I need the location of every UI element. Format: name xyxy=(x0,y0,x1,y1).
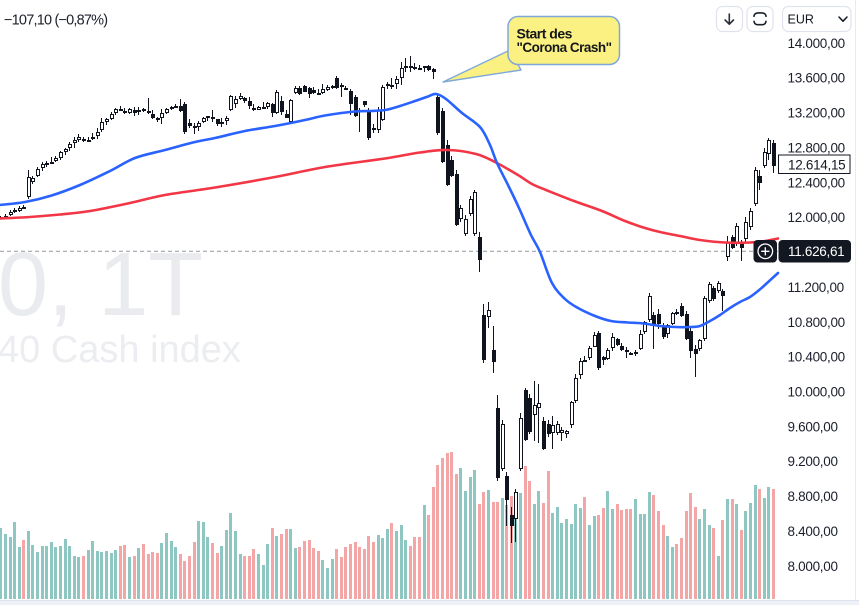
svg-text:9.200,00: 9.200,00 xyxy=(788,454,838,469)
svg-text:12.400,00: 12.400,00 xyxy=(788,175,845,190)
svg-text:40 Cash index: 40 Cash index xyxy=(0,329,241,371)
svg-text:12.000,00: 12.000,00 xyxy=(788,210,845,225)
svg-text:8.800,00: 8.800,00 xyxy=(788,489,838,504)
svg-text:13.200,00: 13.200,00 xyxy=(788,106,845,121)
svg-text:"Corona Crash": "Corona Crash" xyxy=(517,40,612,55)
svg-text:8.000,00: 8.000,00 xyxy=(788,559,838,574)
svg-text:10.800,00: 10.800,00 xyxy=(788,315,845,330)
svg-text:11.200,00: 11.200,00 xyxy=(788,280,844,295)
svg-text:Start des: Start des xyxy=(517,25,573,41)
svg-text:8.400,00: 8.400,00 xyxy=(788,524,838,539)
svg-text:13.600,00: 13.600,00 xyxy=(788,71,845,86)
svg-text:14.000,00: 14.000,00 xyxy=(788,36,845,51)
svg-text:40, 1T: 40, 1T xyxy=(0,235,203,335)
svg-text:12.800,00: 12.800,00 xyxy=(788,140,845,155)
svg-text:EUR: EUR xyxy=(788,13,814,27)
svg-text:10.000,00: 10.000,00 xyxy=(788,385,845,400)
svg-text:−107,10 (−0,87%): −107,10 (−0,87%) xyxy=(4,13,107,29)
svg-text:9.600,00: 9.600,00 xyxy=(788,419,838,434)
svg-text:10.400,00: 10.400,00 xyxy=(788,350,845,365)
svg-text:11.626,61: 11.626,61 xyxy=(788,244,844,259)
svg-text:12.614,15: 12.614,15 xyxy=(788,157,845,172)
